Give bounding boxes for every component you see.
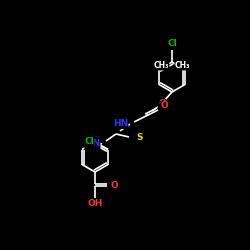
Text: CH₃: CH₃ <box>154 61 169 70</box>
Text: Cl: Cl <box>84 137 94 146</box>
Text: CH₃: CH₃ <box>175 61 190 70</box>
Text: S: S <box>136 134 142 142</box>
Text: O: O <box>160 102 168 110</box>
Text: Cl: Cl <box>167 40 177 48</box>
Text: OH: OH <box>87 200 103 208</box>
Text: O: O <box>110 182 118 190</box>
Text: HN: HN <box>85 140 100 148</box>
Text: O: O <box>158 100 166 108</box>
Text: HN: HN <box>113 120 128 128</box>
